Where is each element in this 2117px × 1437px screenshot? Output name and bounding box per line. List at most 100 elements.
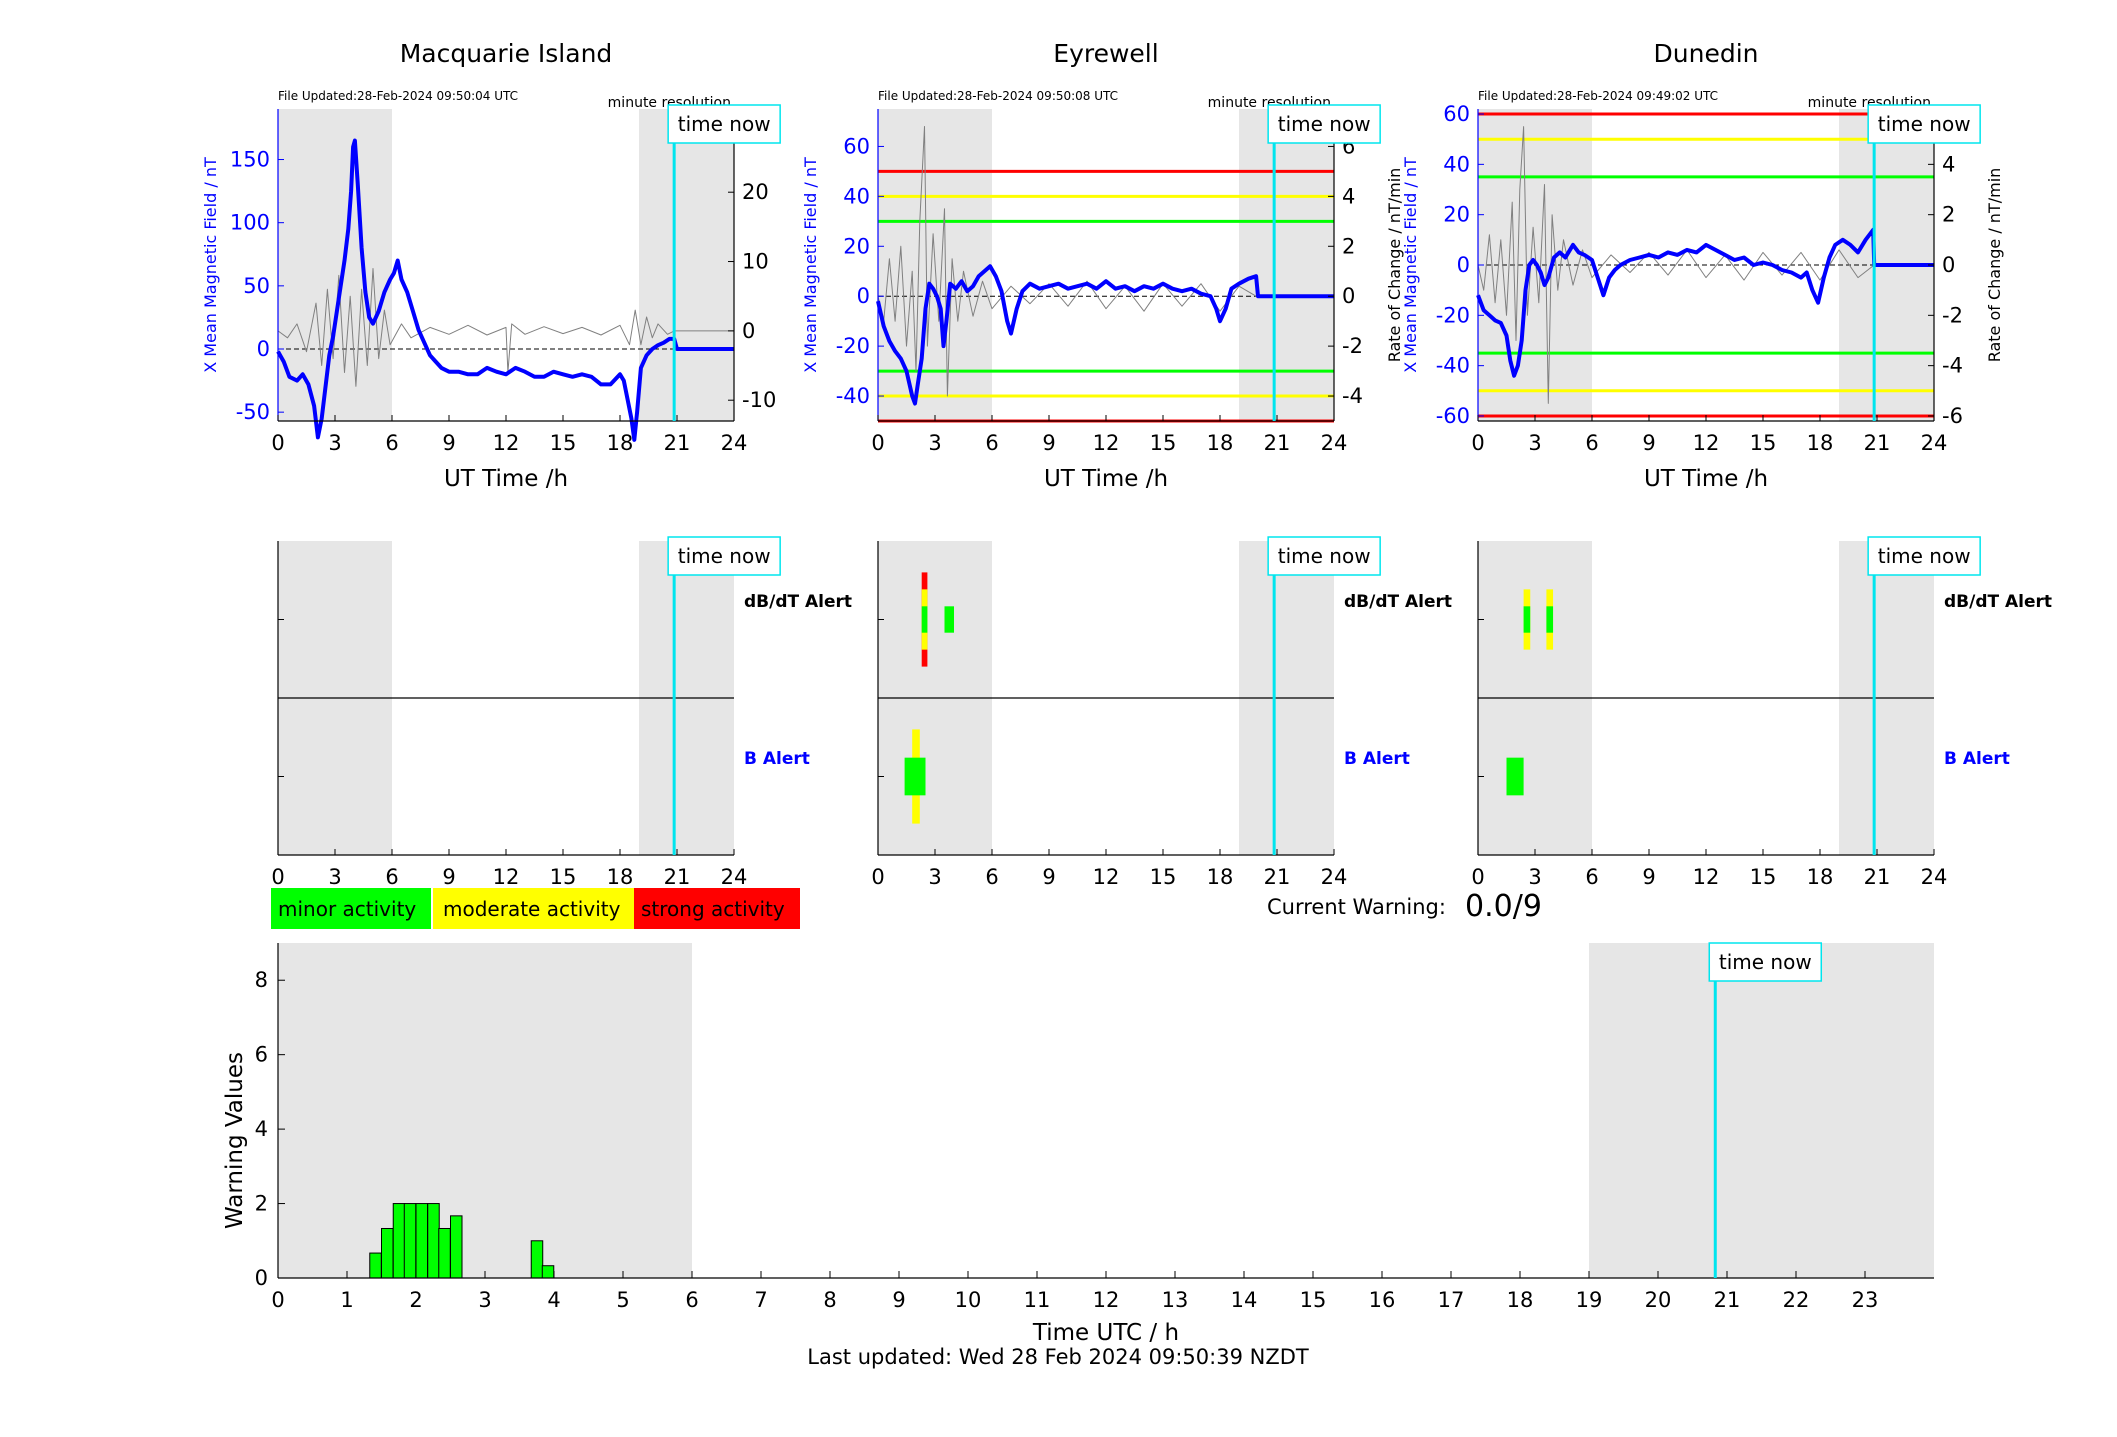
y-right-tick-label: 20 <box>742 180 769 204</box>
panel-title: Macquarie Island <box>400 39 613 68</box>
y-tick-label: 60 <box>1443 102 1470 126</box>
x-tick-label: 12 <box>493 865 520 889</box>
x-tick-label: 15 <box>550 431 577 455</box>
y-tick-label: 6 <box>255 1043 268 1067</box>
legend-strong-swatch <box>634 888 800 929</box>
y-axis-label: X Mean Magnetic Field / nT <box>201 157 220 373</box>
dbdt-alert-bar-minor <box>944 606 954 633</box>
y-tick-label: 0 <box>1457 253 1470 277</box>
x-tick-label: 24 <box>1921 431 1948 455</box>
x-tick-label: 15 <box>550 865 577 889</box>
x-tick-label: 12 <box>493 431 520 455</box>
y-tick-label: -40 <box>836 384 870 408</box>
alert-panel-eyrewell: 0 3 6 9 12 15 18 21 24 dB/dT Alert B Alert time now <box>871 536 1452 889</box>
x-tick-label: 10 <box>955 1288 982 1312</box>
x-tick-label: 18 <box>607 431 634 455</box>
alert-panel-dunedin: 0 3 6 9 12 15 18 21 24 dB/dT Alert B Alert time now <box>1471 536 2052 889</box>
y-tick-label: 20 <box>1443 203 1470 227</box>
x-tick-label: 18 <box>1807 865 1834 889</box>
x-tick-label: 3 <box>1528 431 1541 455</box>
magnetometer-panel-eyrewell: 0 3 6 9 12 15 18 21 24-40-200204060-4-20246Eyrew… <box>801 39 1404 492</box>
time-now-box <box>1867 104 1981 144</box>
x-tick-label: 2 <box>409 1288 422 1312</box>
x-tick-label: 24 <box>1921 865 1948 889</box>
legend-minor-swatch <box>271 888 431 929</box>
x-tick-label: 14 <box>1231 1288 1258 1312</box>
alert-panel-macquarie-island: 0 3 6 9 12 15 18 21 24 dB/dT Alert B Alert time now <box>271 536 852 889</box>
night-shading <box>278 109 392 421</box>
y-right-tick-label: 0 <box>1342 284 1355 308</box>
panel-title: Dunedin <box>1654 39 1759 68</box>
y-right-tick-label: 10 <box>742 250 769 274</box>
current-warning-label: Current Warning: <box>1267 895 1446 919</box>
y-tick-label: 50 <box>243 274 270 298</box>
x-tick-label: 8 <box>823 1288 836 1312</box>
time-now-box <box>1267 104 1381 144</box>
b-alert-label: B Alert <box>744 749 810 769</box>
y-axis-label: X Mean Magnetic Field / nT <box>801 157 820 373</box>
b-alert-bar-minor <box>904 757 926 796</box>
x-tick-label: 18 <box>1807 431 1834 455</box>
file-updated-label: File Updated:28-Feb-2024 09:50:04 UTC <box>278 89 518 103</box>
magnetometer-panel-dunedin: 03691215182124-60-40-200204060-6-4-20246… <box>1401 39 2004 492</box>
x-tick-label: 9 <box>892 1288 905 1312</box>
y-axis-label: X Mean Magnetic Field / nT <box>1401 157 1420 373</box>
x-tick-label: 13 <box>1162 1288 1189 1312</box>
night-shading <box>1239 109 1334 421</box>
legend-moderate-swatch <box>433 888 635 929</box>
x-tick-label: 0 <box>871 431 884 455</box>
time-now-label: time now <box>1278 112 1371 136</box>
x-tick-label: 9 <box>442 431 455 455</box>
x-tick-label: 3 <box>928 431 941 455</box>
x-tick-label: 17 <box>1438 1288 1465 1312</box>
x-mean-field-series <box>276 138 734 442</box>
x-tick-label: 3 <box>478 1288 491 1312</box>
x-tick-label: 12 <box>1093 1288 1120 1312</box>
x-tick-label: 24 <box>721 431 748 455</box>
y-right-axis-label: Rate of Change / nT/min <box>1985 168 2004 363</box>
time-now-label: time now <box>678 544 771 568</box>
y-right-tick-label: -10 <box>742 388 776 412</box>
y-right-tick-label: 4 <box>1942 152 1955 176</box>
warning-bar <box>530 1240 544 1279</box>
night-shading <box>278 943 692 1278</box>
y-tick-label: 40 <box>843 184 870 208</box>
dbdt-alert-label: dB/dT Alert <box>1344 592 1452 612</box>
y-tick-label: 150 <box>230 148 270 172</box>
x-tick-label: 23 <box>1852 1288 1879 1312</box>
dbdt-alert-label: dB/dT Alert <box>744 592 852 612</box>
x-tick-label: 3 <box>328 431 341 455</box>
x-tick-label: 6 <box>685 1288 698 1312</box>
x-tick-label: 0 <box>271 431 284 455</box>
x-tick-label: 22 <box>1783 1288 1810 1312</box>
x-tick-label: 0 <box>1471 865 1484 889</box>
x-tick-label: 18 <box>607 865 634 889</box>
x-tick-label: 18 <box>1207 865 1234 889</box>
y-right-tick-label: 4 <box>1342 184 1355 208</box>
x-tick-label: 15 <box>1750 865 1777 889</box>
y-right-tick-label: -6 <box>1942 404 1963 428</box>
x-tick-label: 21 <box>1264 431 1291 455</box>
y-tick-label: 0 <box>257 337 270 361</box>
x-tick-label: 15 <box>1150 865 1177 889</box>
legend-moderate-label: moderate activity <box>443 897 621 921</box>
dbdt-alert-label: dB/dT Alert <box>1944 592 2052 612</box>
x-tick-label: 3 <box>1528 865 1541 889</box>
warning-bar <box>427 1203 440 1279</box>
y-right-tick-label: 2 <box>1342 234 1355 258</box>
x-tick-label: 12 <box>1693 865 1720 889</box>
legend-minor-label: minor activity <box>278 897 416 921</box>
x-tick-label: 9 <box>1642 431 1655 455</box>
activity-legend: minor activity moderate activity strong … <box>271 888 800 929</box>
y-right-tick-label: -4 <box>1342 384 1363 408</box>
x-tick-label: 6 <box>1585 431 1598 455</box>
x-axis-label: UT Time /h <box>444 466 568 492</box>
y-right-tick-label: -2 <box>1342 334 1363 358</box>
x-tick-label: 24 <box>1321 431 1348 455</box>
x-tick-label: 6 <box>985 865 998 889</box>
y-tick-label: -50 <box>236 400 270 424</box>
warning-bar <box>541 1265 555 1279</box>
x-tick-label: 15 <box>1300 1288 1327 1312</box>
time-now-label: time now <box>1878 112 1971 136</box>
